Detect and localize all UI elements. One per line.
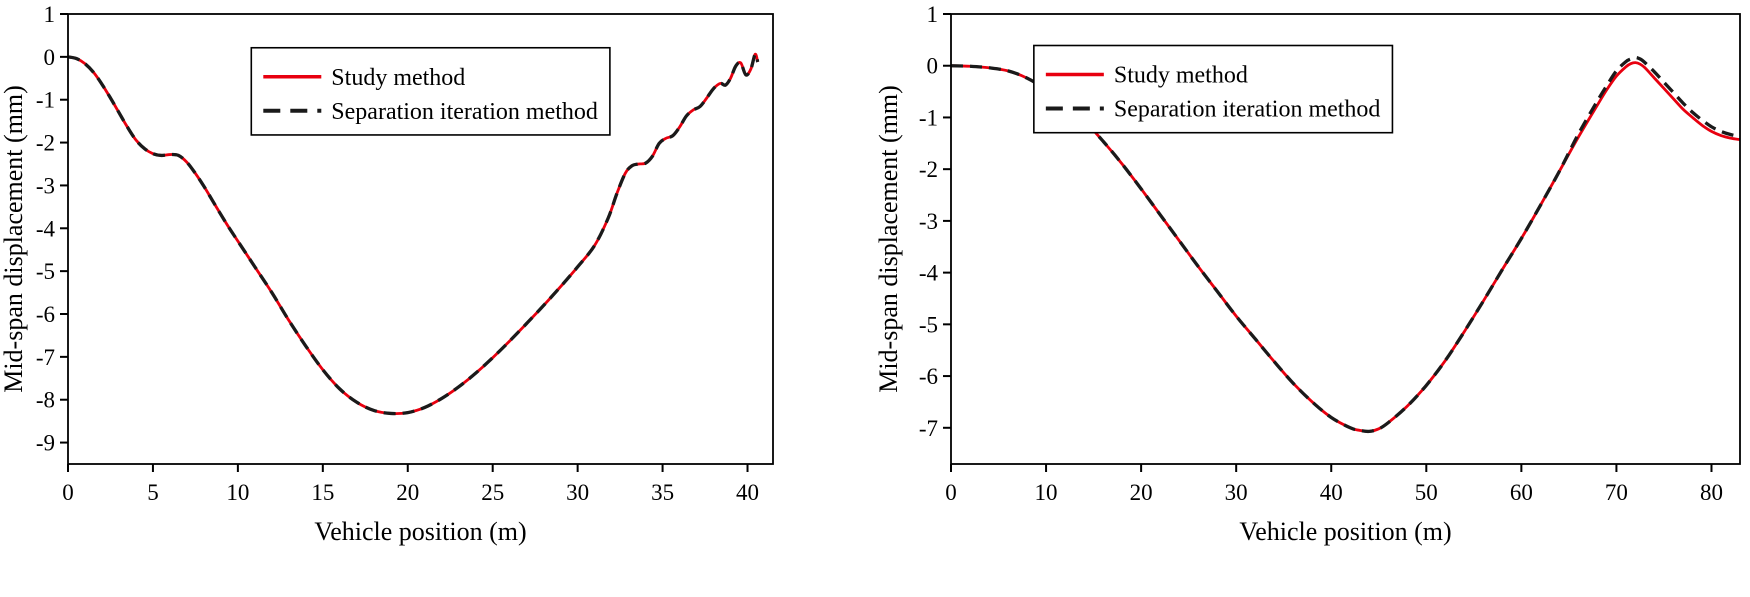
x-tick-label: 20 xyxy=(396,480,419,505)
y-axis-title: Mid-span displacement (mm) xyxy=(875,85,903,393)
series-line-separation-iteration-method xyxy=(950,55,1741,434)
x-tick-label: 30 xyxy=(566,480,589,505)
x-tick-label: 10 xyxy=(226,480,249,505)
x-axis-title: Vehicle position (m) xyxy=(314,517,526,546)
x-tick-label: 20 xyxy=(1130,480,1153,505)
x-tick-label: 40 xyxy=(736,480,759,505)
y-tick-label: -1 xyxy=(36,88,55,113)
chart-left-wrap: 0 5 10 15 20 25 30 35 40 1 0 -1 -2 -3 -4 -5 -6 -7 -8 -9 Vehi… xyxy=(0,2,774,546)
y-tick-label: -2 xyxy=(919,157,938,182)
x-tick-label: 5 xyxy=(147,480,159,505)
legend-box xyxy=(1033,44,1394,134)
x-tick-label: 60 xyxy=(1510,480,1533,505)
y-tick-label: 0 xyxy=(927,54,939,79)
y-tick-label: -1 xyxy=(919,105,938,130)
plot-frame xyxy=(67,13,774,465)
y-tick-label: -7 xyxy=(919,416,938,441)
x-tick-label: 30 xyxy=(1225,480,1248,505)
legend-label-study-method: Study method xyxy=(331,65,465,91)
legend: Study method Separation iteration method xyxy=(250,46,611,136)
x-tick-label: 0 xyxy=(62,480,74,505)
chart-right: 0 10 20 30 40 50 60 70 8010-1-2-3-4-5-6-7Vehicle… xyxy=(875,2,1741,546)
chart-left: 0 5 10 15 20 25 30 35 4010-1-2-3-4-5-6-7-8-9Vehi… xyxy=(0,2,774,546)
y-tick-label: -8 xyxy=(36,388,55,413)
y-tick-label: 1 xyxy=(927,2,939,27)
y-tick-label: -7 xyxy=(36,345,55,370)
x-tick-label: 15 xyxy=(311,480,334,505)
legend-label-separation-iteration-method: Separation iteration method xyxy=(1114,97,1381,123)
x-tick-label: 10 xyxy=(1035,480,1058,505)
y-tick-label: -4 xyxy=(36,216,56,241)
y-tick-label: -5 xyxy=(36,259,55,284)
chart-right-wrap: 0 10 20 30 40 50 60 70 80 1 0 -1 -2 -3 -4 -5 -6 -7 Vehicle… xyxy=(875,0,1750,597)
series-line-separation-iteration-method xyxy=(67,52,760,416)
y-tick-label: -2 xyxy=(36,131,55,156)
y-tick-label: -9 xyxy=(36,431,55,456)
x-tick-label: 70 xyxy=(1605,480,1628,505)
legend: Study method Separation iteration method xyxy=(1033,44,1394,134)
y-tick-label: -6 xyxy=(919,364,938,389)
y-tick-label: -3 xyxy=(36,173,55,198)
x-tick-label: 40 xyxy=(1320,480,1343,505)
x-axis-title: Vehicle position (m) xyxy=(1239,517,1451,546)
x-tick-label: 35 xyxy=(651,480,674,505)
legend-label-study-method: Study method xyxy=(1114,63,1248,89)
y-tick-label: -6 xyxy=(36,302,55,327)
legend-box xyxy=(250,46,611,136)
plot-frame xyxy=(950,13,1741,465)
y-axis-title: Mid-span displacement (mm) xyxy=(0,85,28,393)
y-tick-label: 0 xyxy=(44,45,56,70)
y-tick-label: -5 xyxy=(919,312,938,337)
x-tick-label: 25 xyxy=(481,480,504,505)
legend-label-separation-iteration-method: Separation iteration method xyxy=(331,99,598,125)
x-tick-label: 50 xyxy=(1415,480,1438,505)
x-tick-label: 80 xyxy=(1700,480,1723,505)
y-tick-label: 1 xyxy=(44,2,56,27)
x-tick-label: 0 xyxy=(945,480,957,505)
y-tick-label: -4 xyxy=(919,261,939,286)
y-tick-label: -3 xyxy=(919,209,938,234)
